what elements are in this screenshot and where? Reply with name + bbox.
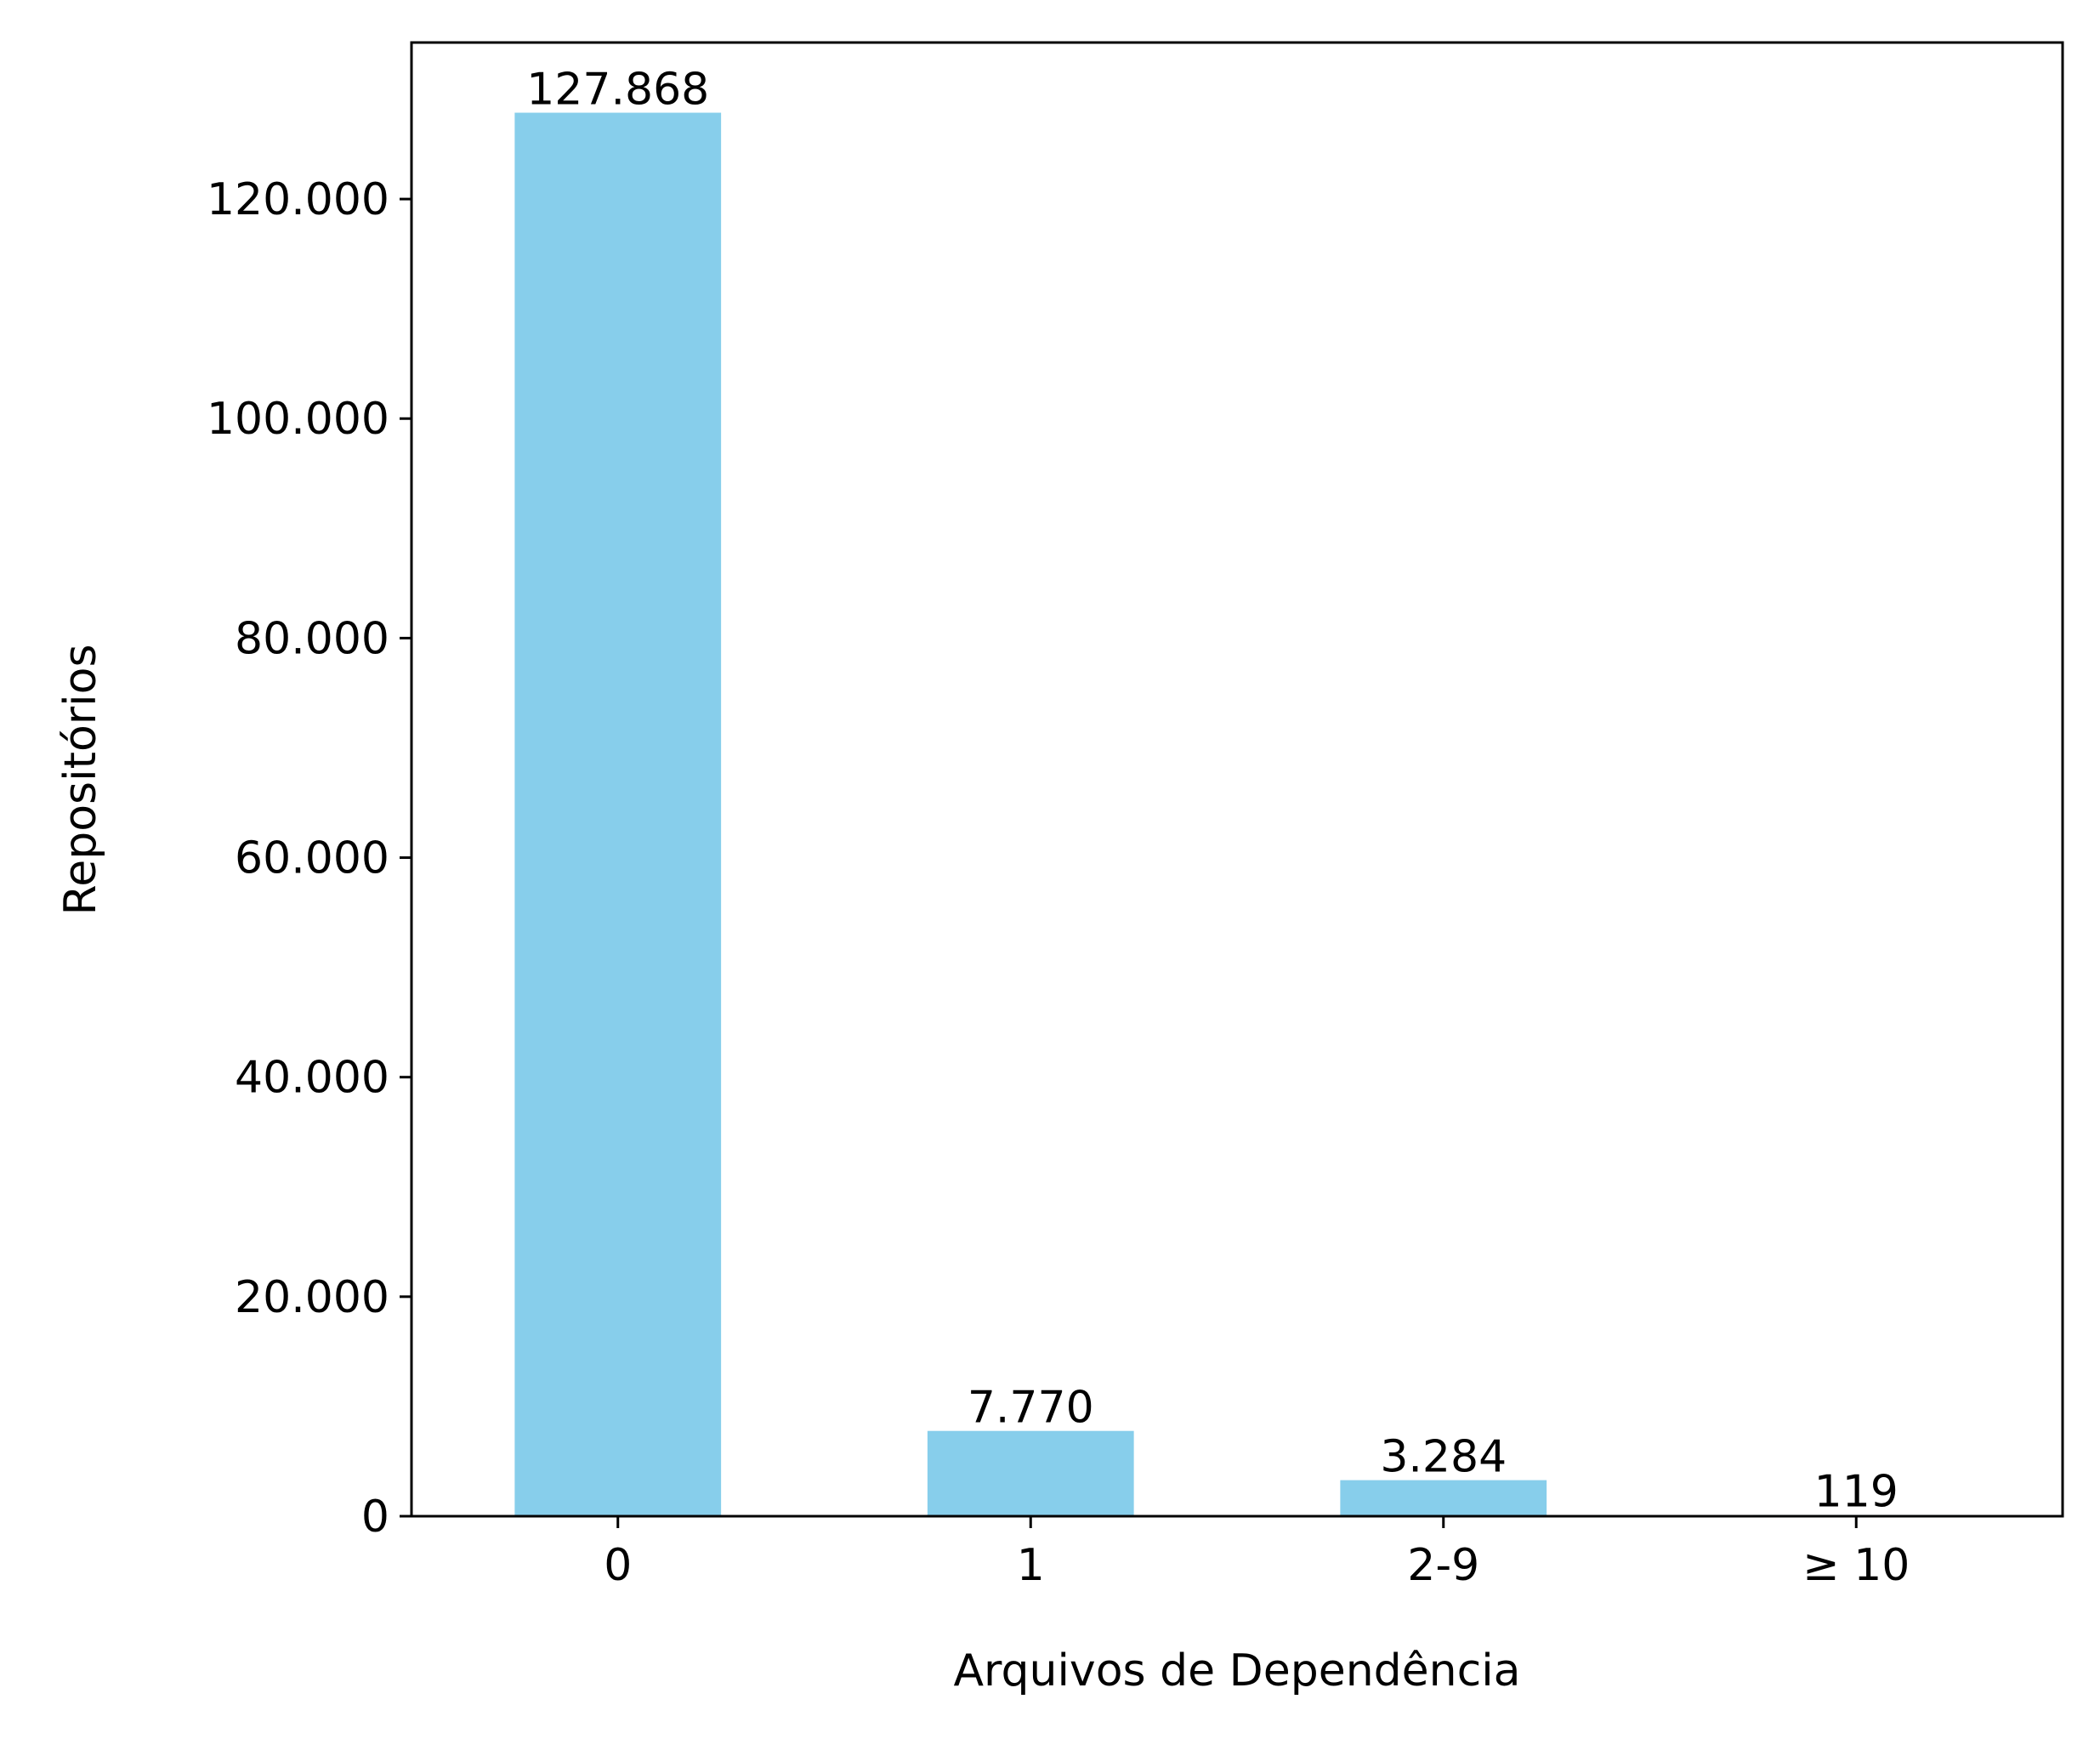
x-tick-label-1: 1 [1017,1540,1045,1591]
data-labels-layer: 127.868 7.770 3.284 119 [526,65,1899,1518]
bar-1 [927,1430,1134,1516]
data-label-1: 7.770 [968,1383,1094,1434]
data-label-3: 119 [1814,1466,1899,1517]
x-tick-label-3: ≥ 10 [1802,1540,1910,1591]
y-tick-label-5: 100.000 [207,394,389,445]
data-label-0: 127.868 [526,65,709,116]
bars-layer [514,112,1960,1516]
plot-frame [410,41,2064,1518]
y-tick-label-1: 20.000 [235,1272,389,1323]
y-axis-ticks: 0 20.000 40.000 60.000 80.000 100.000 120.000 [207,174,411,1543]
x-axis-ticks: 0 1 2-9 ≥ 10 [604,1516,1910,1591]
y-tick-label-3: 60.000 [235,833,389,884]
x-axis-label: Arquivos de Dependência [953,1645,1520,1696]
y-axis-label: Repositórios [55,644,106,915]
x-tick-label-0: 0 [604,1540,632,1591]
y-tick-label-0: 0 [361,1492,389,1543]
y-tick-label-2: 40.000 [235,1053,389,1104]
x-tick-label-2: 2-9 [1407,1540,1479,1591]
y-tick-label-6: 120.000 [207,174,389,225]
bar-2 [1340,1480,1547,1516]
bar-0 [514,112,722,1516]
y-tick-label-4: 80.000 [235,613,389,664]
data-label-2: 3.284 [1380,1432,1507,1483]
